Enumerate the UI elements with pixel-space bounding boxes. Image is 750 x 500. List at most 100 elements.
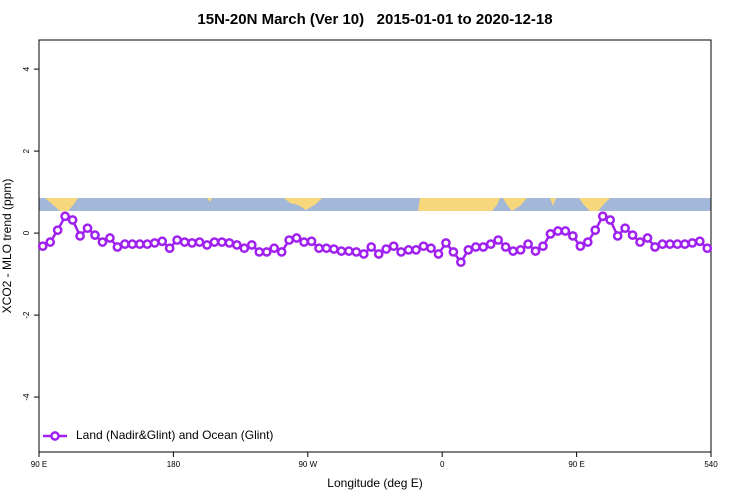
point [202,240,212,250]
point [134,239,145,250]
point [545,229,556,239]
point [493,235,504,245]
point [120,239,130,250]
point [560,226,571,236]
land [579,198,610,211]
point [590,225,601,236]
point [470,242,481,252]
point [344,246,354,256]
land [45,198,78,211]
point [411,245,421,255]
point [164,243,175,254]
point [224,238,235,248]
point [217,237,227,247]
point [314,243,324,254]
point [269,243,280,254]
point [284,235,294,245]
point [508,246,518,256]
point [575,241,586,252]
point [448,247,459,257]
point [52,225,63,236]
point [582,237,593,247]
point [239,243,250,254]
y-tick-label: 0 [22,230,31,235]
point [642,233,653,243]
point [157,236,168,247]
point [478,242,489,252]
x-tick-label: 90 E [568,460,584,469]
point [433,249,444,259]
point [336,246,347,256]
y-tick-label: -4 [22,393,31,401]
point [90,230,100,240]
point [254,247,265,257]
point [45,237,56,247]
y-tick-label: 4 [22,66,31,71]
point [568,231,578,241]
point [627,230,638,240]
point [329,244,339,254]
point [37,241,48,252]
x-tick-label: 180 [167,460,181,469]
point [597,211,608,222]
x-tick-label: 90 W [298,460,317,469]
point [396,247,406,257]
land [418,198,500,211]
point [75,231,85,241]
point [299,237,309,247]
point [403,245,414,255]
point [657,239,668,250]
x-axis-label: Longitude (deg E) [327,476,422,490]
point [515,245,526,255]
point [605,215,616,225]
point [82,223,93,234]
x-tick-label: 0 [440,460,445,469]
x-tick-label: 90 E [31,460,47,469]
legend-label: Land (Nadir&Glint) and Ocean (Glint) [76,428,273,442]
point [261,247,272,257]
chart-title: 15N-20N March (Ver 10) 2015-01-01 to 202… [197,11,552,28]
ocean-band [39,198,711,211]
point [553,226,563,236]
x-tick-label: 540 [704,460,718,469]
point [194,237,205,247]
point [127,239,138,250]
point [232,240,242,250]
point [351,247,362,257]
point [500,242,511,252]
point [463,245,474,255]
map-band [39,198,711,211]
land [207,198,212,202]
point [620,223,630,234]
point [112,242,123,252]
land [550,198,556,206]
point [388,241,399,252]
point [680,239,690,250]
point [291,233,302,243]
point [321,243,332,254]
point [179,237,190,247]
point [306,236,317,247]
point [687,238,698,248]
point [702,243,713,254]
point [612,231,623,241]
point [672,239,683,250]
point [142,239,153,250]
point [538,241,548,252]
point [523,239,533,250]
point [97,237,108,247]
legend-marker [50,431,60,441]
land [284,198,322,210]
y-tick-label: -2 [22,311,31,319]
point [635,237,645,247]
point [172,235,182,245]
point [381,244,392,254]
point [366,242,377,252]
point [149,238,160,248]
point [60,211,70,222]
point [426,243,436,254]
point [456,257,466,268]
point [276,247,287,257]
point [209,237,220,247]
